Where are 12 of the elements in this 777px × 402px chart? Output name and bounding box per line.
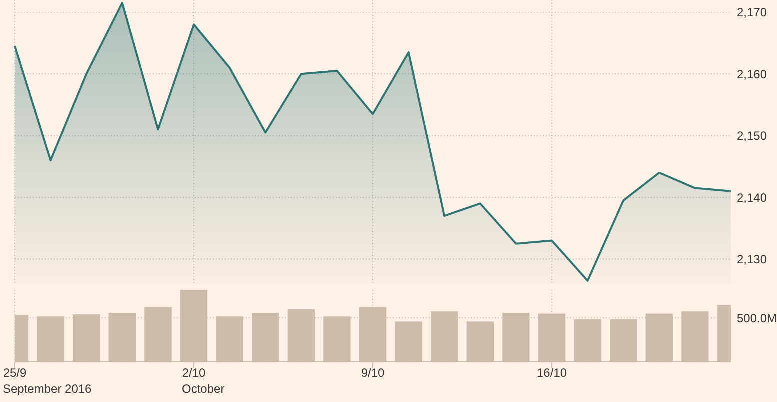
x-tick-label: 25/9 — [3, 366, 27, 380]
y-tick-label: 2,170 — [737, 6, 768, 20]
y-tick-label: 2,160 — [737, 67, 768, 82]
y-tick-label: 2,140 — [737, 190, 768, 205]
y-tick-label: 2,150 — [737, 129, 768, 144]
y-tick-label: 2,130 — [737, 252, 768, 267]
x-tick-label: 9/10 — [361, 366, 385, 380]
x-tick-label: 2/10 — [182, 366, 206, 380]
x-tick-label: 16/10 — [536, 366, 568, 380]
text: September 2016 — [3, 382, 92, 396]
ref-line-label: 500.0M — [737, 311, 777, 326]
text: October — [182, 382, 225, 396]
